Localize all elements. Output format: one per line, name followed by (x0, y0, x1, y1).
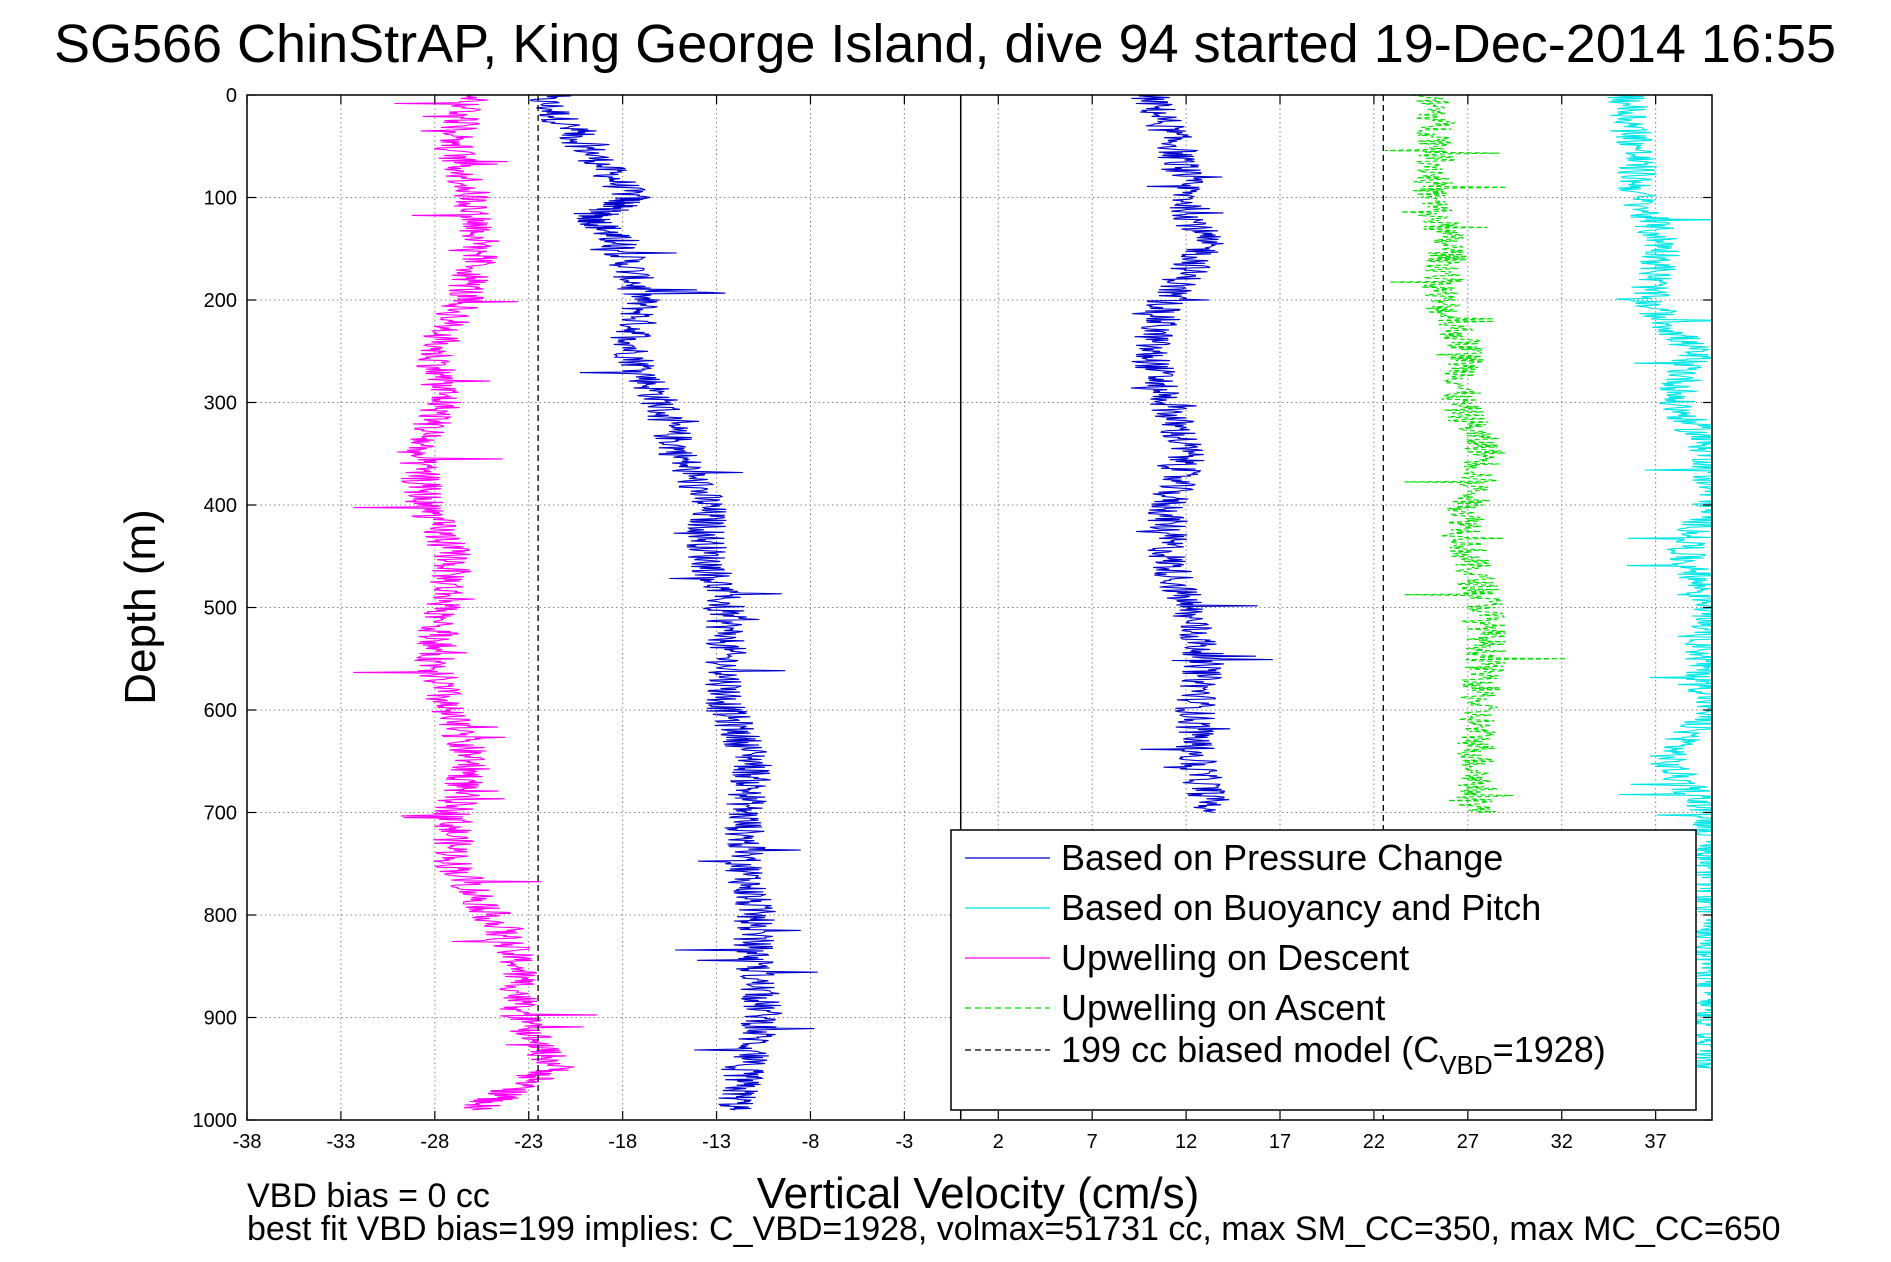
legend: Based on Pressure Change Based on Buoyanc… (950, 829, 1697, 1111)
y-tick-label: 500 (204, 598, 237, 620)
x-tick-label: -18 (608, 1131, 637, 1153)
y-tick-label: 600 (204, 700, 237, 722)
x-tick-label: -33 (326, 1131, 355, 1153)
legend-label: Based on Pressure Change (1061, 837, 1503, 878)
legend-box (950, 829, 1697, 1111)
legend-label-suffix: =1928) (1493, 1029, 1606, 1070)
y-tick-label: 900 (204, 1008, 237, 1030)
y-tick-label: 100 (204, 188, 237, 210)
y-axis-ticks: 0 100 200 300 400 500 600 700 800 900 1000 (193, 85, 1712, 1132)
legend-label: 199 cc biased model (CVBD=1928) (1061, 1029, 1606, 1080)
legend-label: Upwelling on Ascent (1061, 987, 1385, 1028)
legend-label-text: Based on Pressure Change (1061, 837, 1503, 878)
legend-label-subscript: VBD (1439, 1050, 1492, 1080)
legend-label: Upwelling on Descent (1061, 937, 1409, 978)
x-tick-label: -23 (514, 1131, 543, 1153)
y-tick-label: 1000 (193, 1110, 238, 1132)
x-tick-label: 22 (1363, 1131, 1385, 1153)
y-tick-label: 0 (226, 85, 237, 107)
x-tick-label: -8 (802, 1131, 820, 1153)
legend-label-text: 199 cc biased model (C (1061, 1029, 1439, 1070)
legend-label-text: Based on Buoyancy and Pitch (1061, 887, 1541, 928)
chart-title: SG566 ChinStrAP, King George Island, div… (54, 14, 1836, 74)
y-tick-label: 700 (204, 803, 237, 825)
y-tick-label: 800 (204, 905, 237, 927)
legend-label-text: Upwelling on Descent (1061, 937, 1409, 978)
legend-label-text: Upwelling on Ascent (1061, 987, 1385, 1028)
x-axis-label: Vertical Velocity (cm/s) (757, 1169, 1200, 1218)
x-tick-label: 27 (1457, 1131, 1479, 1153)
x-tick-label: 7 (1087, 1131, 1098, 1153)
x-tick-label: 37 (1645, 1131, 1667, 1153)
y-axis-label: Depth (m) (116, 509, 165, 705)
x-tick-label: -13 (702, 1131, 731, 1153)
annotation-vbd-bias: VBD bias = 0 cc (247, 1177, 490, 1215)
y-tick-label: 400 (204, 495, 237, 517)
x-tick-label: -28 (420, 1131, 449, 1153)
y-tick-label: 200 (204, 290, 237, 312)
series-line (1130, 95, 1273, 814)
x-tick-label: -3 (895, 1131, 913, 1153)
series-line (1384, 95, 1567, 814)
series-line (529, 95, 818, 1111)
y-tick-label: 300 (204, 393, 237, 415)
annotation-best-fit: best fit VBD bias=199 implies: C_VBD=192… (247, 1210, 1781, 1248)
series-line (353, 95, 598, 1111)
x-tick-label: 12 (1175, 1131, 1197, 1153)
legend-label: Based on Buoyancy and Pitch (1061, 887, 1541, 928)
x-tick-label: 17 (1269, 1131, 1291, 1153)
x-axis-ticks: -38 -33 -28 -23 -18 -13 -8 -3 2 7 12 17 22 27 32 37 (233, 95, 1667, 1153)
x-tick-label: -38 (233, 1131, 262, 1153)
x-tick-label: 32 (1551, 1131, 1573, 1153)
x-tick-label: 2 (993, 1131, 1004, 1153)
series-line (1607, 95, 1712, 1070)
